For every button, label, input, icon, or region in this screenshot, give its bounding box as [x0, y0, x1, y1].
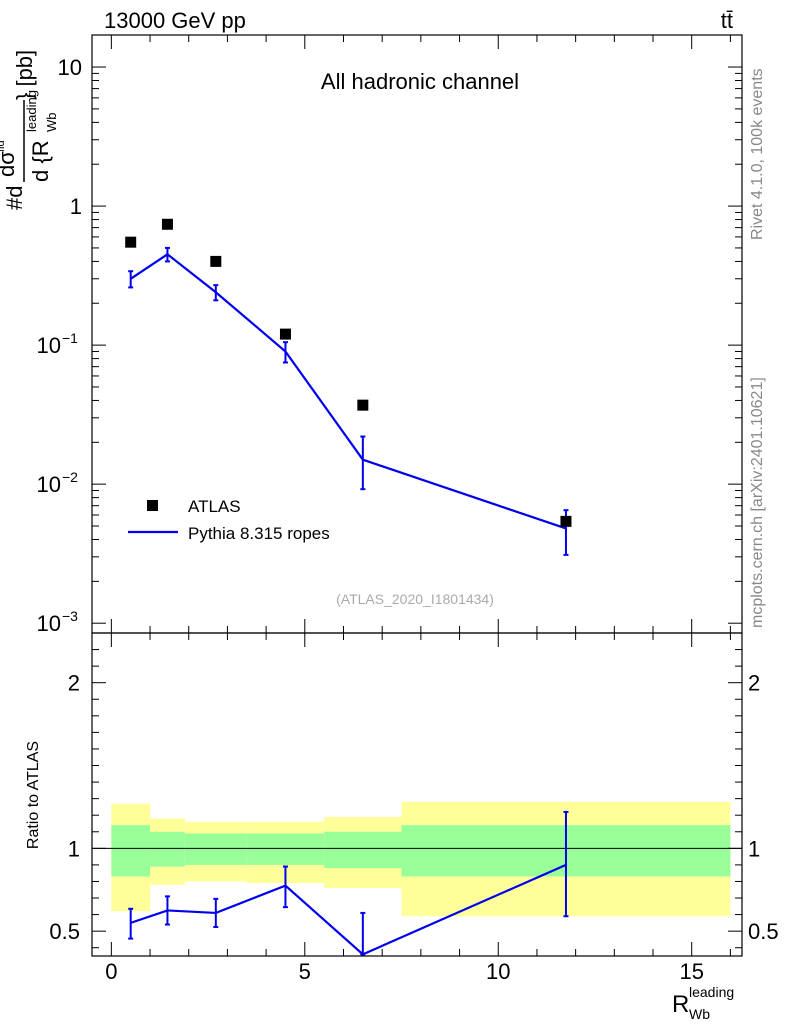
ratio-panel: 0.5 0.5 1 1 2 2 0 5 10 15 Ratio to ATLAS R leadin…: [25, 632, 779, 1022]
ylabel-unit: } [pb]: [12, 50, 37, 100]
xtick-label: 5: [299, 959, 311, 984]
xtick-label: 0: [105, 959, 117, 984]
energy-label: 13000 GeV pp: [104, 8, 246, 33]
ratio-ytick-label: 1: [68, 836, 80, 861]
atlas-point: [560, 515, 572, 527]
ratio-ytick-label-right: 1: [748, 836, 760, 861]
ratio-tick-marks: [92, 633, 742, 956]
main-ytick-label: 1: [70, 194, 82, 219]
xlabel-sub: Wb: [689, 1006, 710, 1022]
process-label: tt̄: [721, 8, 733, 33]
legend-label-atlas: ATLAS: [188, 497, 241, 516]
band-inner: [184, 833, 247, 865]
atlas-point: [357, 399, 369, 411]
band-inner: [324, 831, 402, 869]
legend-marker-atlas: [147, 500, 158, 511]
ratio-curve: [130, 863, 567, 956]
xtick-label: 10: [486, 959, 510, 984]
xlabel-sup: leading: [689, 984, 734, 1000]
mc-curve: [130, 252, 567, 530]
main-title: All hadronic channel: [321, 69, 519, 94]
ratio-line: [130, 863, 567, 956]
main-ytick-label-exp: −1: [62, 330, 78, 346]
ratio-ytick-label-right: 2: [748, 671, 760, 696]
ratio-bands: [111, 801, 731, 917]
band-inner: [246, 833, 325, 865]
ratio-ytick-label: 2: [68, 671, 80, 696]
mc-line: [130, 252, 567, 530]
band-inner: [150, 831, 185, 867]
ylabel-denominator-sup: leading: [24, 90, 39, 132]
xlabel-base: R: [672, 991, 689, 1018]
legend: ATLAS Pythia 8.315 ropes: [128, 497, 330, 543]
main-frame: [91, 34, 743, 634]
main-ylabel: #d dσ fid d {R leading Wb } [pb]: [0, 50, 59, 210]
main-ytick-label-exp: −3: [62, 608, 78, 624]
ylabel-numerator-sup: fid: [0, 140, 7, 152]
band-inner: [111, 825, 151, 877]
atlas-point: [161, 218, 173, 230]
ylabel-denominator-sub: Wb: [44, 113, 59, 133]
mcplots-label: mcplots.cern.ch [arXiv:2401.10621]: [749, 377, 766, 628]
atlas-point: [125, 236, 137, 248]
atlas-point: [210, 255, 222, 267]
xtick-label: 15: [679, 959, 703, 984]
x-axis-label: R leading Wb: [672, 984, 734, 1022]
ylabel-numerator: dσ: [0, 151, 19, 177]
ylabel-prefix: #d: [2, 186, 27, 210]
ratio-errorbars: [128, 810, 569, 956]
atlas-points: [125, 218, 572, 527]
atlas-point: [279, 328, 291, 340]
main-tick-marks: [92, 35, 742, 633]
main-ytick-label: 10: [37, 611, 61, 636]
ratio-ylabel: Ratio to ATLAS: [25, 741, 42, 849]
main-ytick-label: 10: [37, 472, 61, 497]
rivet-label: Rivet 4.1.0, 100k events: [749, 68, 766, 240]
main-ytick-label: 10: [37, 333, 61, 358]
ratio-ytick-label-right: 0.5: [748, 919, 779, 944]
main-ytick-label: 10: [58, 55, 82, 80]
ylabel-denominator: d {R: [28, 140, 53, 182]
ratio-ytick-label: 0.5: [49, 919, 80, 944]
watermark: (ATLAS_2020_I1801434): [336, 591, 494, 607]
main-ytick-label-exp: −2: [62, 469, 78, 485]
ratio-tick-labels: 0.5 0.5 1 1 2 2 0 5 10 15: [49, 671, 778, 984]
ratio-frame: [91, 632, 743, 957]
legend-label-mc: Pythia 8.315 ropes: [188, 524, 330, 543]
